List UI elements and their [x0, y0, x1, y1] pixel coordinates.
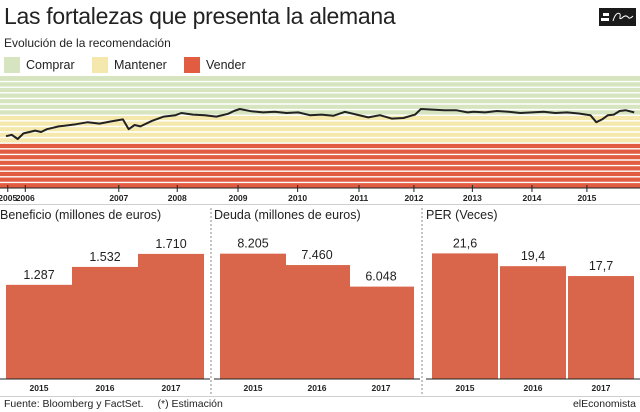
x-tick-label: 2015 — [577, 193, 596, 203]
legend: Comprar Mantener Vender — [0, 56, 640, 74]
x-tick-label: 2006 — [16, 193, 35, 203]
footer-brand: elEconomista — [572, 398, 636, 410]
legend-swatch-mantener — [92, 57, 108, 73]
x-tick-label: 2007 — [109, 193, 128, 203]
legend-label-vender: Vender — [206, 58, 246, 72]
panel-title-beneficio: Beneficio (millones de euros) — [0, 208, 162, 222]
bar — [72, 266, 138, 379]
band-comprar — [0, 76, 640, 116]
panel-title-deuda: Deuda (millones de euros) — [214, 208, 361, 222]
bar — [284, 265, 350, 379]
x-tick-label: 2012 — [404, 193, 423, 203]
category-label: 2016 — [308, 383, 327, 393]
x-tick-label: 2014 — [523, 193, 542, 203]
bar-chart-deuda: 8.205 2015 7.460 2016 6.048 2017 — [214, 237, 420, 393]
chart-title: Las fortalezas que presenta la alemana — [4, 3, 396, 29]
x-tick-label: 2013 — [463, 193, 482, 203]
category-label: 2015 — [30, 383, 49, 393]
bar — [568, 276, 634, 379]
bar-value-label: 21,6 — [453, 236, 477, 250]
bar-value-label: 8.205 — [237, 237, 268, 251]
band-mantener — [0, 115, 640, 144]
category-label: 2015 — [244, 383, 263, 393]
bar — [220, 253, 286, 379]
bar — [138, 253, 204, 379]
publisher-logo — [599, 8, 636, 26]
legend-label-comprar: Comprar — [26, 58, 75, 72]
legend-swatch-vender — [184, 57, 200, 73]
divider-bottom — [0, 396, 640, 397]
x-tick-label: 2008 — [168, 193, 187, 203]
footer-source: Fuente: Bloomberg y FactSet. (*) Estimaci… — [4, 398, 223, 410]
panel-beneficio: Beneficio (millones de euros) 1.287 2015 1… — [0, 204, 210, 396]
category-label: 2017 — [592, 383, 611, 393]
bar-value-label: 6.048 — [365, 270, 396, 284]
x-tick-label: 2005 — [0, 193, 17, 203]
bar — [6, 284, 72, 379]
legend-swatch-comprar — [4, 57, 20, 73]
category-label: 2017 — [162, 383, 181, 393]
bar — [500, 266, 566, 379]
category-label: 2015 — [456, 383, 475, 393]
bar-chart-beneficio: 1.287 2015 1.532 2016 1.710 2017 — [0, 237, 210, 393]
bar-value-label: 1.532 — [89, 250, 120, 264]
recommendation-line — [5, 108, 635, 140]
x-tick-label: 2011 — [350, 193, 369, 203]
bar-value-label: 1.710 — [155, 237, 186, 251]
category-label: 2017 — [372, 383, 391, 393]
bar-value-label: 7.460 — [301, 248, 332, 262]
category-label: 2016 — [524, 383, 543, 393]
panel-title-per: PER (Veces) — [426, 208, 498, 222]
bar — [348, 286, 414, 379]
x-tick-label: 2009 — [229, 193, 248, 203]
category-label: 2016 — [96, 383, 115, 393]
bar-value-label: 1.287 — [23, 268, 54, 282]
x-tick-label: 2010 — [288, 193, 307, 203]
estimation-note: (*) Estimación — [157, 398, 223, 410]
bar-value-label: 17,7 — [589, 259, 613, 273]
bar-chart-per: 21,6 2015 19,4 2016 17,7 2017 — [426, 236, 640, 393]
panel-deuda: Deuda (millones de euros) 8.205 2015 7.460… — [214, 204, 420, 396]
chart-subtitle: Evolución de la recomendación — [4, 36, 171, 50]
bar — [432, 253, 498, 379]
source-text: Fuente: Bloomberg y FactSet. — [4, 398, 144, 410]
bar-value-label: 19,4 — [521, 249, 545, 263]
panel-separators — [210, 208, 423, 394]
legend-label-mantener: Mantener — [114, 58, 167, 72]
divider-top — [0, 204, 640, 205]
panel-per: PER (Veces) 21,6 2015 19,4 2016 17,7 2017 — [426, 204, 640, 396]
